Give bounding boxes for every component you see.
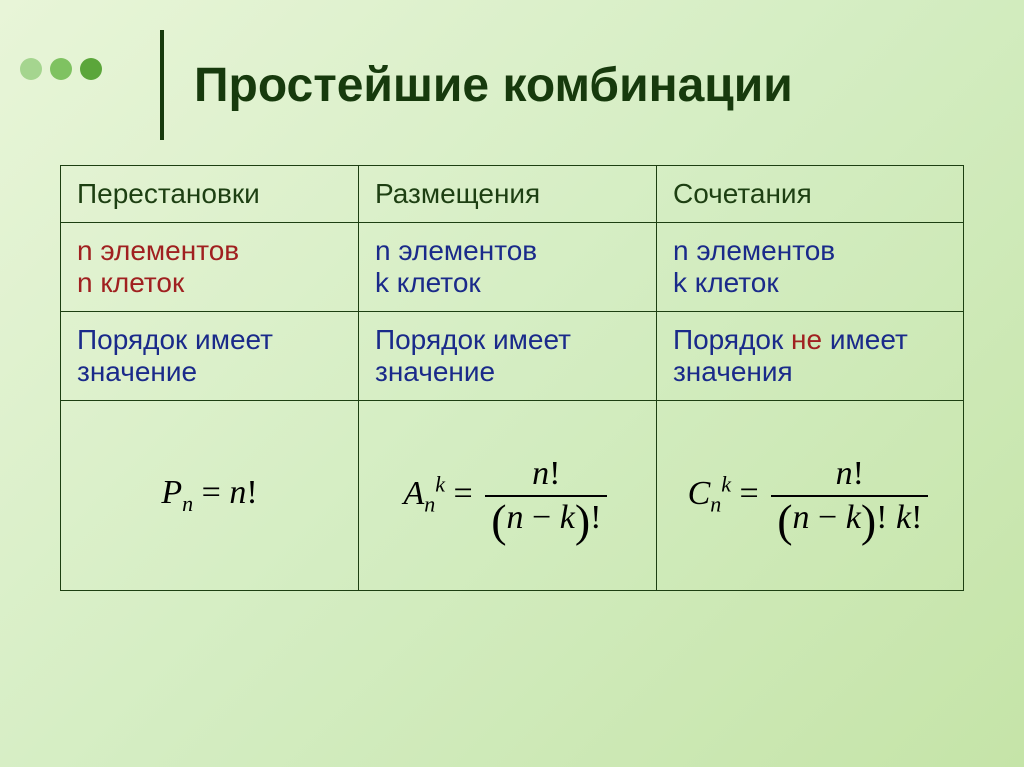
formula-a-sub: n bbox=[424, 491, 435, 516]
formula-c-den: (n − k)! k! bbox=[771, 495, 928, 537]
dot-2 bbox=[50, 58, 72, 80]
cell-comb-elements: n элементов k клеток bbox=[656, 223, 963, 312]
cell-arr-formula: Ank = n! (n − k)! bbox=[358, 401, 656, 591]
formula-a-num: n! bbox=[485, 455, 607, 495]
cell-arr-elements: n элементов k клеток bbox=[358, 223, 656, 312]
combinatorics-table: Перестановки Размещения Сочетания n элем… bbox=[60, 165, 964, 591]
comb-order-pre: Порядок bbox=[673, 324, 791, 355]
cell-arr-order: Порядок имеет значение bbox=[358, 312, 656, 401]
formula-p-eq: = bbox=[193, 474, 229, 511]
table-formula-row: Pn = n! Ank = n! (n − k)! Cnk = n! (n − … bbox=[61, 401, 964, 591]
formula-a-sup: k bbox=[435, 471, 445, 496]
dot-1 bbox=[20, 58, 42, 80]
table-order-row: Порядок имеет значение Порядок имеет зна… bbox=[61, 312, 964, 401]
title-block: Простейшие комбинации bbox=[160, 30, 793, 140]
formula-c-eq: = bbox=[731, 474, 767, 511]
dot-3 bbox=[80, 58, 102, 80]
table-elements-row: n элементов n клеток n элементов k клето… bbox=[61, 223, 964, 312]
formula-p-n: n bbox=[229, 474, 246, 511]
formula-p-sub: n bbox=[182, 491, 193, 516]
formula-a-den: (n − k)! bbox=[485, 495, 607, 537]
perm-n-cells: n клеток bbox=[77, 267, 184, 298]
formula-p-base: P bbox=[161, 474, 182, 511]
formula-c-base: C bbox=[688, 474, 711, 511]
formula-c-sub: n bbox=[710, 491, 721, 516]
perm-n-elements: n элементов bbox=[77, 235, 239, 266]
formula-p-bang: ! bbox=[246, 474, 257, 511]
formula-a-base: A bbox=[403, 474, 424, 511]
arr-n-elements: n элементов bbox=[375, 235, 537, 266]
header-combinations: Сочетания bbox=[656, 166, 963, 223]
formula-a-frac: n! (n − k)! bbox=[485, 455, 607, 537]
title-divider bbox=[160, 30, 164, 140]
decorative-dots bbox=[20, 58, 102, 80]
formula-c-frac: n! (n − k)! k! bbox=[771, 455, 928, 537]
formula-c-sup: k bbox=[721, 471, 731, 496]
cell-perm-formula: Pn = n! bbox=[61, 401, 359, 591]
page-title: Простейшие комбинации bbox=[194, 58, 793, 113]
cell-perm-order: Порядок имеет значение bbox=[61, 312, 359, 401]
cell-perm-elements: n элементов n клеток bbox=[61, 223, 359, 312]
arr-k-cells: k клеток bbox=[375, 267, 481, 298]
comb-n-elements: n элементов bbox=[673, 235, 835, 266]
table: Перестановки Размещения Сочетания n элем… bbox=[60, 165, 964, 591]
table-header-row: Перестановки Размещения Сочетания bbox=[61, 166, 964, 223]
comb-k-cells: k клеток bbox=[673, 267, 779, 298]
header-arrangements: Размещения bbox=[358, 166, 656, 223]
header-permutations: Перестановки bbox=[61, 166, 359, 223]
comb-order-not: не bbox=[791, 324, 822, 355]
formula-a-eq: = bbox=[445, 474, 481, 511]
cell-comb-formula: Cnk = n! (n − k)! k! bbox=[656, 401, 963, 591]
formula-c-num: n! bbox=[771, 455, 928, 495]
cell-comb-order: Порядок не имеет значения bbox=[656, 312, 963, 401]
